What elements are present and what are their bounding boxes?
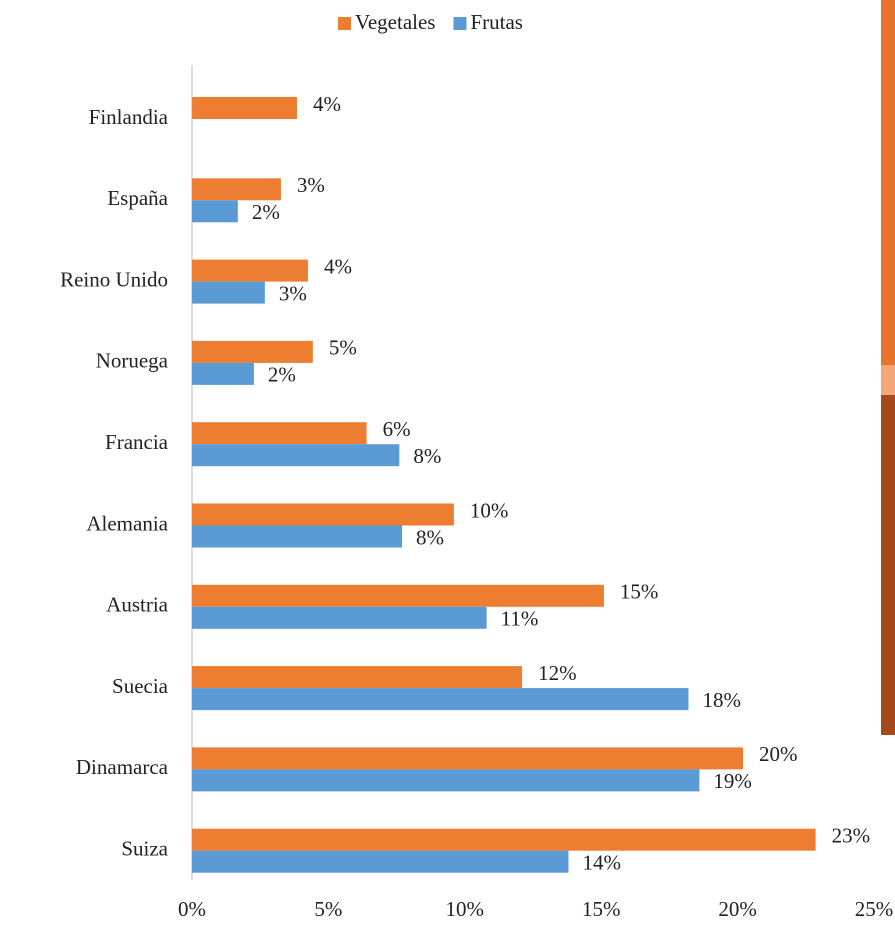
legend-label: Vegetales bbox=[355, 10, 435, 34]
data-label: 14% bbox=[582, 851, 621, 875]
y-tick-label: España bbox=[107, 186, 168, 210]
bar bbox=[192, 584, 604, 607]
x-tick-label: 0% bbox=[178, 897, 206, 921]
y-tick-label: Finlandia bbox=[89, 105, 169, 129]
y-tick-label: Noruega bbox=[96, 349, 169, 373]
legend-swatch bbox=[453, 17, 467, 30]
bar bbox=[192, 828, 816, 851]
decor-highlight bbox=[881, 365, 895, 395]
data-label: 2% bbox=[252, 200, 280, 224]
x-tick-label: 5% bbox=[314, 897, 342, 921]
y-tick-label: Reino Unido bbox=[60, 267, 168, 291]
bar bbox=[192, 850, 569, 873]
y-tick-label: Suiza bbox=[121, 837, 168, 861]
data-label: 15% bbox=[620, 580, 659, 604]
x-tick-label: 15% bbox=[582, 897, 621, 921]
bar bbox=[192, 525, 403, 548]
y-tick-label: Austria bbox=[106, 593, 169, 617]
data-label: 4% bbox=[324, 254, 352, 278]
data-label: 4% bbox=[313, 92, 341, 116]
bar bbox=[192, 688, 689, 711]
bar bbox=[192, 362, 254, 385]
y-tick-label: Suecia bbox=[112, 674, 169, 698]
x-tick-label: 20% bbox=[718, 897, 757, 921]
bar bbox=[192, 606, 487, 629]
bar bbox=[192, 200, 238, 223]
y-tick-label: Alemania bbox=[86, 511, 168, 535]
bar bbox=[192, 769, 700, 792]
data-label: 12% bbox=[538, 661, 577, 685]
bar bbox=[192, 666, 523, 689]
x-tick-label: 10% bbox=[446, 897, 485, 921]
legend-swatch bbox=[338, 17, 351, 30]
bar bbox=[192, 503, 454, 526]
x-tick-label: 25% bbox=[855, 897, 894, 921]
data-label: 11% bbox=[501, 607, 539, 631]
bar bbox=[192, 97, 298, 119]
data-label: 3% bbox=[297, 173, 325, 197]
bar bbox=[192, 259, 308, 282]
bar bbox=[192, 340, 313, 363]
bar bbox=[192, 422, 367, 445]
data-label: 8% bbox=[413, 444, 441, 468]
y-tick-label: Francia bbox=[105, 430, 169, 454]
decor-shadow bbox=[881, 395, 895, 735]
y-tick-label: Dinamarca bbox=[76, 755, 169, 779]
bar bbox=[192, 178, 281, 201]
data-label: 10% bbox=[470, 498, 509, 522]
data-label: 20% bbox=[759, 742, 798, 766]
data-label: 8% bbox=[416, 525, 444, 549]
bar bbox=[192, 747, 744, 770]
data-label: 23% bbox=[832, 824, 871, 848]
bar bbox=[192, 444, 400, 467]
data-label: 3% bbox=[279, 281, 307, 305]
data-label: 5% bbox=[329, 336, 357, 360]
legend-label: Frutas bbox=[470, 10, 523, 34]
data-label: 19% bbox=[713, 769, 752, 793]
data-label: 18% bbox=[702, 688, 741, 712]
bar bbox=[192, 281, 265, 304]
data-label: 6% bbox=[383, 417, 411, 441]
data-label: 2% bbox=[268, 363, 296, 387]
